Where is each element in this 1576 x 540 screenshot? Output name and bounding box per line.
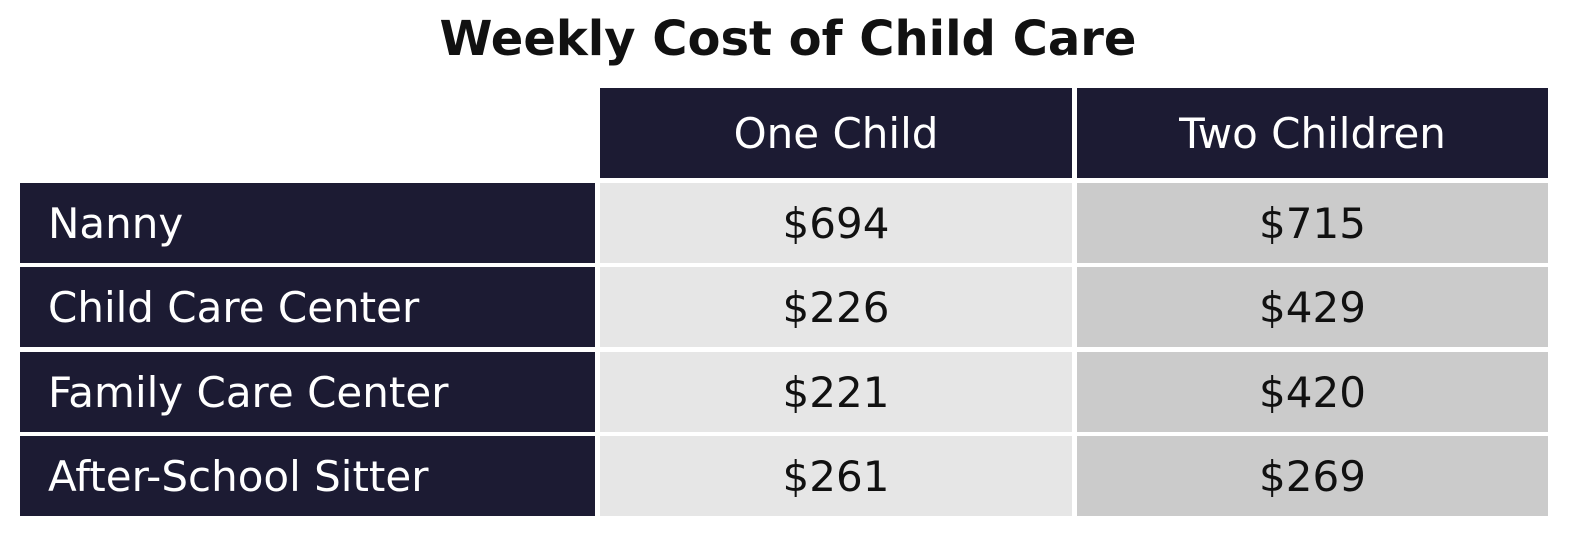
row-header-family-care-center: Family Care Center — [20, 352, 595, 432]
cell-after-school-sitter-one-child: $261 — [600, 436, 1072, 516]
cell-child-care-center-one-child: $226 — [600, 267, 1072, 347]
row-header-after-school-sitter: After-School Sitter — [20, 436, 595, 516]
cell-family-care-center-one-child: $221 — [600, 352, 1072, 432]
cell-child-care-center-two-children: $429 — [1077, 267, 1548, 347]
cell-nanny-two-children: $715 — [1077, 183, 1548, 263]
cell-nanny-one-child: $694 — [600, 183, 1072, 263]
column-header-one-child: One Child — [600, 88, 1072, 178]
row-header-child-care-center: Child Care Center — [20, 267, 595, 347]
column-header-two-children: Two Children — [1077, 88, 1548, 178]
cell-after-school-sitter-two-children: $269 — [1077, 436, 1548, 516]
cell-family-care-center-two-children: $420 — [1077, 352, 1548, 432]
chart-title: Weekly Cost of Child Care — [439, 11, 1137, 67]
row-header-nanny: Nanny — [20, 183, 595, 263]
